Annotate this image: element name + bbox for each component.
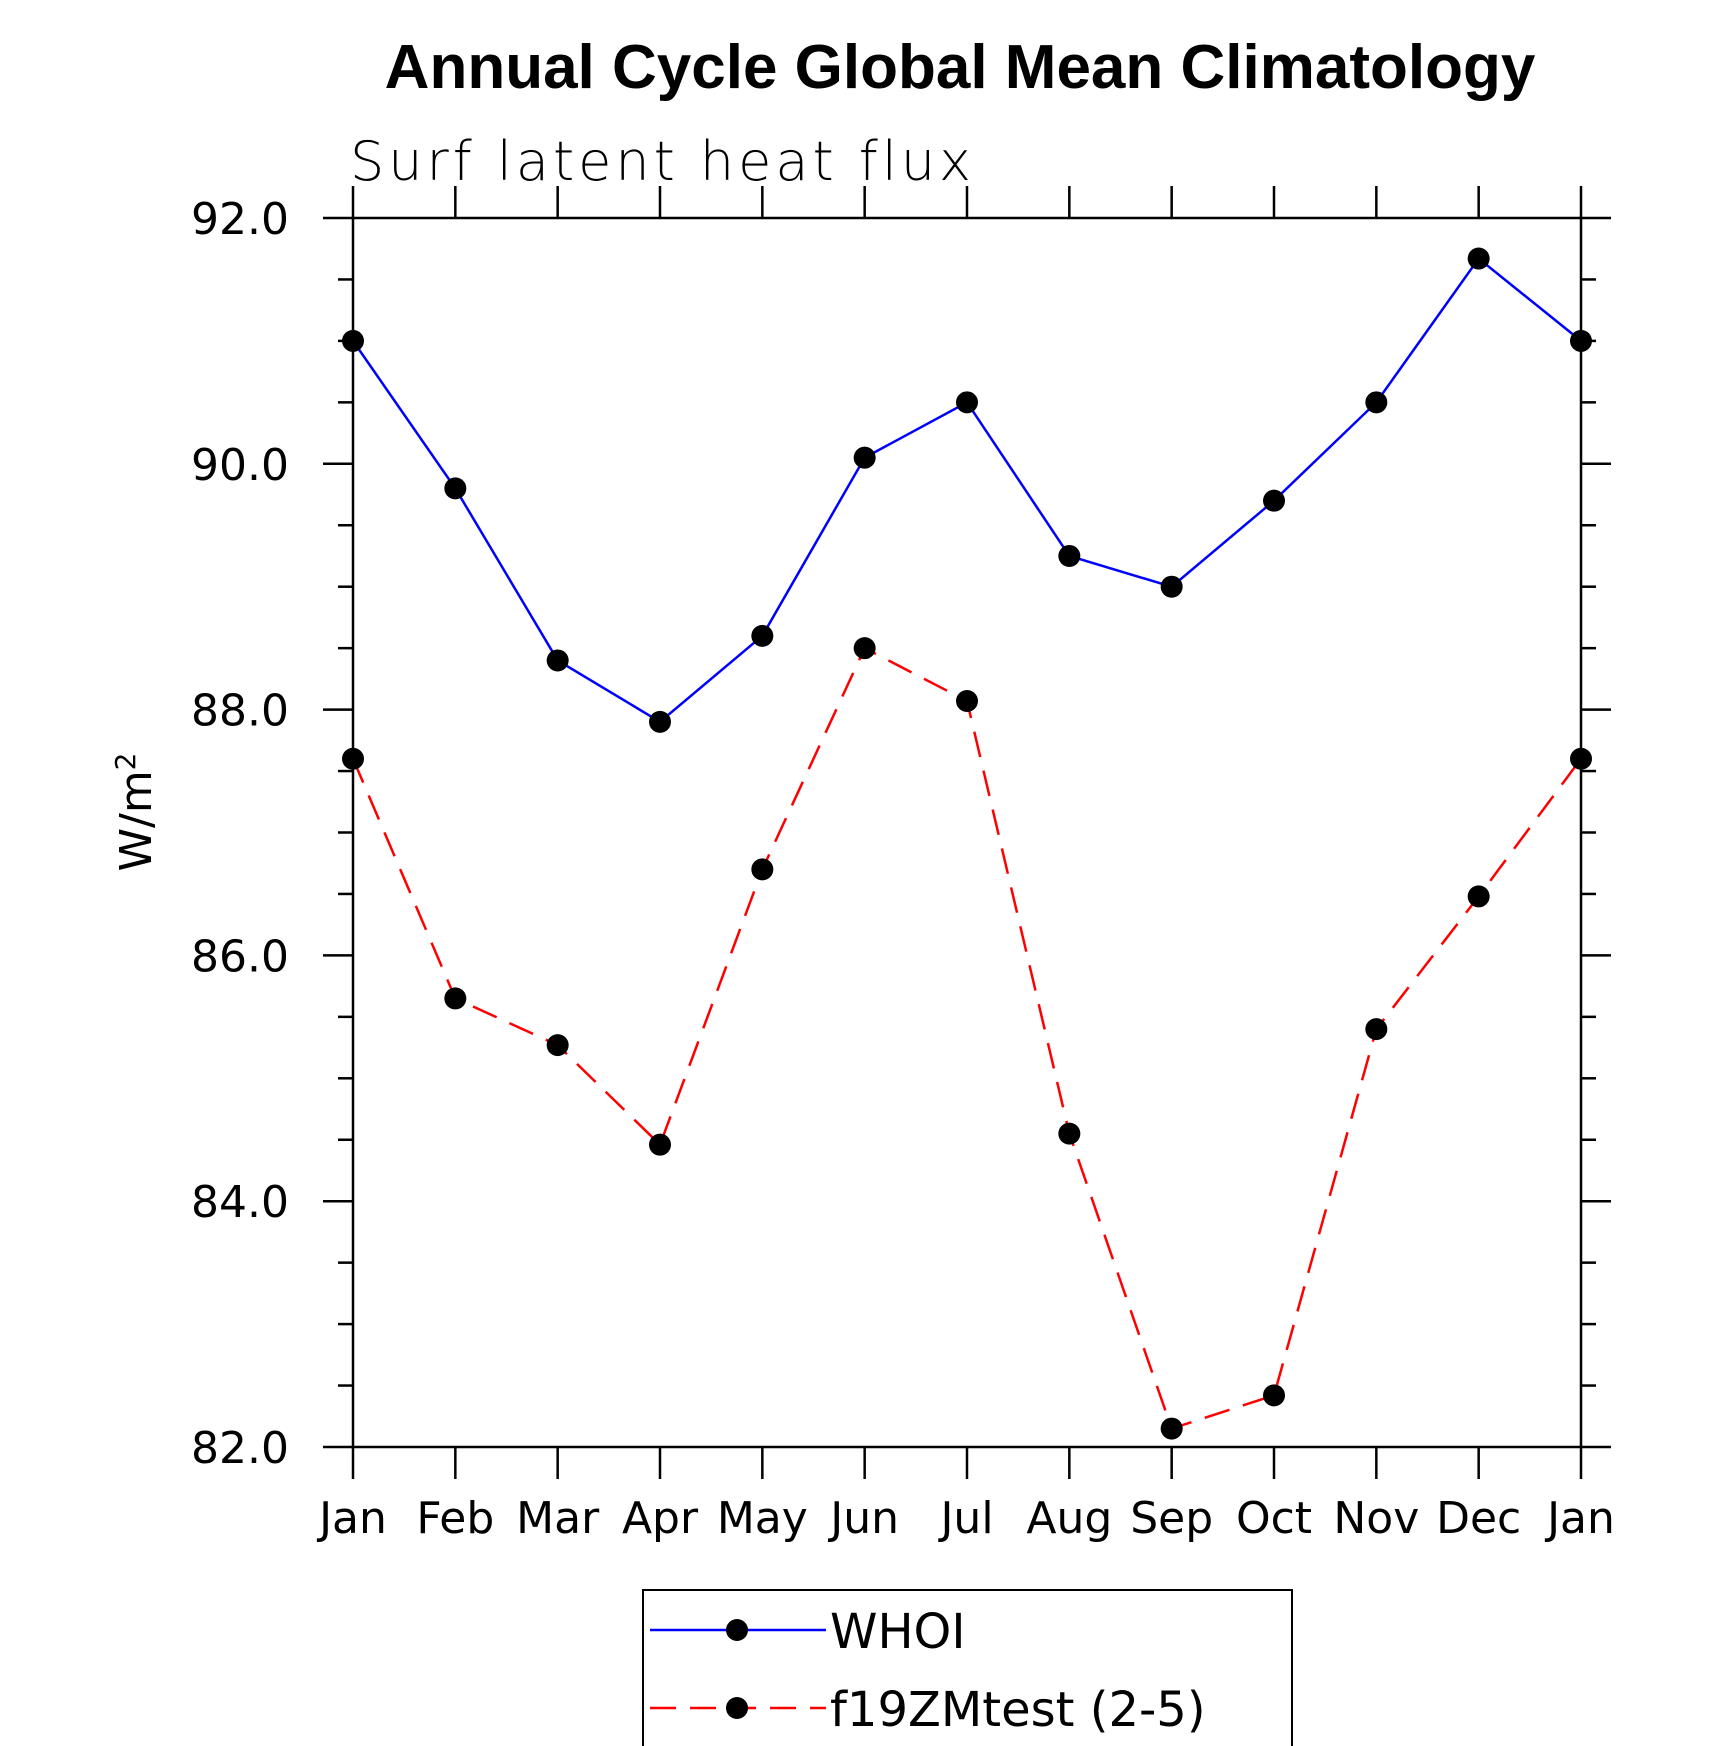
x-tick-label: Aug bbox=[1026, 1493, 1112, 1544]
x-tick-label: Nov bbox=[1333, 1493, 1419, 1544]
y-tick-label: 84.0 bbox=[191, 1177, 289, 1228]
legend-box bbox=[642, 1589, 1293, 1746]
data-point-series-1 bbox=[956, 689, 978, 712]
data-point-series-0 bbox=[1467, 247, 1490, 270]
legend-label-f19zmtest: f19ZMtest (2-5) bbox=[830, 1682, 1206, 1738]
y-tick-label: 88.0 bbox=[191, 686, 289, 737]
legend-label-whoi: WHOI bbox=[830, 1604, 966, 1660]
x-tick-label: Apr bbox=[622, 1493, 699, 1544]
data-point-series-1 bbox=[1263, 1384, 1285, 1407]
data-point-series-1 bbox=[649, 1133, 671, 1156]
y-axis-label: W/m2 bbox=[109, 752, 162, 871]
y-tick-label: 92.0 bbox=[191, 194, 289, 245]
y-axis-ticks: 82.0 84.0 86.0 88.0 90.0 92.0 bbox=[191, 194, 1611, 1474]
svg-text:W/m2: W/m2 bbox=[109, 752, 162, 871]
data-point-series-0 bbox=[1263, 489, 1285, 512]
x-tick-label: Jan bbox=[316, 1493, 387, 1544]
x-tick-label: Feb bbox=[416, 1493, 494, 1544]
data-point-series-0 bbox=[1058, 544, 1081, 567]
data-point-series-1 bbox=[1570, 747, 1592, 770]
chart-title: Annual Cycle Global Mean Climatology bbox=[385, 33, 1536, 102]
legend-entry-whoi: WHOI bbox=[650, 1604, 966, 1660]
legend-entry-f19zmtest: f19ZMtest (2-5) bbox=[650, 1682, 1206, 1738]
chart-subtitle: Surf latent heat flux bbox=[350, 130, 975, 193]
data-point-series-0 bbox=[342, 329, 364, 352]
data-point-series-1 bbox=[444, 987, 467, 1010]
data-point-series-0 bbox=[956, 391, 978, 414]
data-point-series-0 bbox=[751, 624, 774, 647]
legend-marker-whoi bbox=[726, 1619, 748, 1641]
y-tick-label: 82.0 bbox=[191, 1423, 289, 1474]
data-point-series-0 bbox=[649, 710, 671, 733]
x-tick-label: Sep bbox=[1130, 1493, 1213, 1544]
data-point-series-0 bbox=[1570, 329, 1592, 352]
legend-marker-f19zmtest bbox=[726, 1697, 748, 1719]
data-point-series-0 bbox=[853, 446, 876, 469]
x-tick-label: May bbox=[717, 1493, 808, 1544]
series-line-0 bbox=[351, 256, 1582, 724]
x-tick-label: Mar bbox=[516, 1493, 600, 1544]
x-tick-label: Jul bbox=[937, 1493, 993, 1544]
data-point-series-1 bbox=[1365, 1018, 1388, 1041]
x-tick-label: Oct bbox=[1236, 1493, 1312, 1544]
data-point-series-0 bbox=[1160, 575, 1183, 598]
x-tick-label: Dec bbox=[1436, 1493, 1521, 1544]
y-tick-label: 90.0 bbox=[191, 440, 289, 491]
data-point-series-1 bbox=[342, 747, 364, 770]
data-point-series-1 bbox=[853, 637, 876, 660]
y-tick-label: 86.0 bbox=[191, 931, 289, 982]
data-point-series-1 bbox=[1467, 885, 1490, 908]
data-point-series-1 bbox=[546, 1034, 569, 1057]
series-line-1 bbox=[351, 646, 1583, 1431]
y-axis-label-text: W/m bbox=[111, 770, 162, 871]
x-tick-label: Jun bbox=[827, 1493, 899, 1544]
data-point-series-1 bbox=[1160, 1417, 1183, 1440]
x-axis-ticks: Jan Feb Mar Apr May Jun Jul Aug Sep Oct Nov Dec Jan bbox=[316, 186, 1615, 1544]
data-point-series-1 bbox=[1058, 1122, 1081, 1145]
legend: WHOI f19ZMtest (2-5) bbox=[642, 1589, 1293, 1746]
x-tick-label: Jan bbox=[1544, 1493, 1615, 1544]
series-layer bbox=[342, 247, 1592, 1440]
data-point-series-0 bbox=[1365, 391, 1388, 414]
data-point-series-0 bbox=[546, 649, 569, 672]
y-axis-label-superscript: 2 bbox=[109, 752, 142, 770]
data-point-series-0 bbox=[444, 477, 467, 500]
data-point-series-1 bbox=[751, 858, 774, 881]
